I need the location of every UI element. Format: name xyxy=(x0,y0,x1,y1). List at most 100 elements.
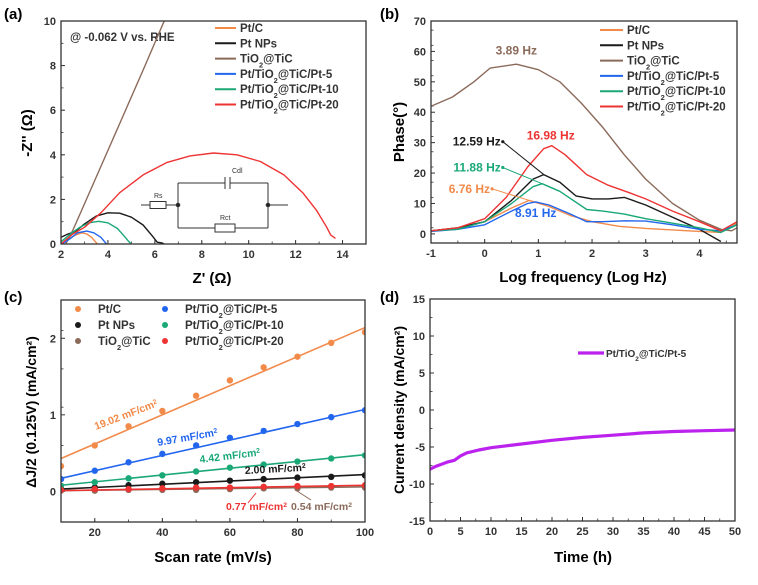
data-point-Pt20 xyxy=(294,482,301,490)
x-tick-label: 0 xyxy=(427,526,433,538)
data-point-Pt5 xyxy=(226,434,234,441)
legend-swatch xyxy=(162,322,168,328)
panel-a-nyquist: (a) @ -0.062 V vs. RHE 2 4 6 8 10 12 140246810… xyxy=(4,6,367,287)
series-line-Pt10 xyxy=(61,220,132,244)
y-tick-label: 40 xyxy=(414,107,426,119)
series-line-PtNPs xyxy=(431,173,722,243)
x-tick-label: 4 xyxy=(696,248,703,260)
annotation-arrowhead xyxy=(501,165,505,170)
legend-label: Pt/C xyxy=(240,23,263,35)
x-tick-label: 20 xyxy=(546,526,558,538)
x-tick-label: 2 xyxy=(589,248,595,260)
circuit-label-cdl: Cdl xyxy=(232,168,243,175)
legend-swatch xyxy=(75,322,81,328)
y-tick-label: -15 xyxy=(409,516,425,528)
x-tick-label: 5 xyxy=(457,526,463,538)
y-tick-label: -5 xyxy=(415,442,425,454)
legend-label: Pt/TiO2@TiC/Pt-10 xyxy=(185,320,284,336)
x-tick-label: 40 xyxy=(668,526,680,538)
x-tick-label: 30 xyxy=(607,526,619,538)
data-point-Pt20 xyxy=(226,484,234,491)
fit-line-Pt5 xyxy=(61,408,365,480)
annotation-arrowhead xyxy=(501,140,505,144)
x-tick-label: 4 xyxy=(105,249,112,261)
x-tick-label: 1 xyxy=(535,248,541,260)
data-point-Pt10 xyxy=(226,464,234,471)
x-tick-label: 10 xyxy=(485,526,497,538)
legend-label: Pt/TiO2@TiC/Pt-5 xyxy=(606,349,687,363)
y-tick-label: 20 xyxy=(414,168,426,180)
data-point-Pt10 xyxy=(91,478,98,486)
legend-label: TiO2@TiC xyxy=(98,336,151,352)
panel-c-label: (c) xyxy=(4,289,22,306)
panel-d-stability: (d) 0 5 10 15 20 25 30 35 40 45 50 -15 -10 -5 0 5 10 15 P… xyxy=(380,289,741,566)
data-point-Pt20 xyxy=(61,486,65,494)
data-point-PtC xyxy=(328,339,335,347)
legend-label: TiO2@TiC xyxy=(627,56,680,72)
capacitance-label: 0.77 mF/cm2 xyxy=(226,501,287,513)
data-point-Pt10 xyxy=(328,455,335,462)
panel-b-xlabel: Log frequency (Log Hz) xyxy=(499,269,667,286)
data-point-Pt20 xyxy=(192,484,200,491)
x-tick-label: -1 xyxy=(426,248,436,260)
data-point-PtNPs xyxy=(159,480,166,487)
panel-b-ylabel: Phase(°) xyxy=(391,102,408,162)
data-point-PtC xyxy=(192,392,200,399)
data-point-Pt5 xyxy=(192,442,200,449)
data-point-PtC xyxy=(159,407,166,415)
y-tick-label: 60 xyxy=(414,46,426,58)
y-tick-label: 10 xyxy=(414,198,426,210)
annotation-arrow xyxy=(247,492,257,504)
x-tick-label: 2 xyxy=(58,249,64,261)
series-line-Pt5 xyxy=(61,230,108,244)
legend-label: Pt/TiO2@TiC/Pt-5 xyxy=(240,69,333,85)
legend-label: Pt/C xyxy=(98,304,121,316)
data-point-Pt5 xyxy=(328,413,335,421)
x-tick-label: 15 xyxy=(515,526,527,538)
data-point-Pt10 xyxy=(260,461,267,468)
data-point-Pt20 xyxy=(260,483,267,490)
legend-label: Pt/TiO2@TiC/Pt-20 xyxy=(185,336,284,352)
data-point-PtNPs xyxy=(294,474,301,481)
data-point-Pt5 xyxy=(294,420,301,428)
legend-swatch xyxy=(75,306,81,312)
panel-a-label: (a) xyxy=(4,6,22,23)
data-point-Pt20 xyxy=(91,485,98,493)
data-point-PtC xyxy=(125,423,132,430)
fit-line-PtC xyxy=(61,326,365,460)
panel-a-ylabel: -Z'' (Ω) xyxy=(19,109,36,156)
legend-swatch xyxy=(162,338,168,344)
circuit-label-rct: Rct xyxy=(220,215,231,222)
y-tick-label: 10 xyxy=(413,331,425,343)
y-tick-label: 70 xyxy=(414,16,426,28)
data-point-PtC xyxy=(61,462,65,470)
panel-d-xlabel: Time (h) xyxy=(554,549,612,566)
panel-d-label: (d) xyxy=(380,289,399,306)
x-tick-label: 10 xyxy=(243,249,255,261)
x-tick-label: 12 xyxy=(289,249,301,261)
data-point-Pt10 xyxy=(192,468,200,475)
fit-line-Pt10 xyxy=(61,453,365,487)
data-point-Pt10 xyxy=(159,472,166,479)
x-tick-label: 0 xyxy=(482,248,488,260)
x-tick-label: 14 xyxy=(336,249,349,261)
data-point-PtC xyxy=(294,353,301,360)
legend-label: Pt/TiO2@TiC/Pt-20 xyxy=(627,102,726,118)
panel-d-ylabel: Current density (mA/cm²) xyxy=(391,326,407,494)
data-point-Pt20 xyxy=(328,482,335,490)
series-line-Pt20 xyxy=(431,145,737,232)
panel-a-potential-annotation: @ -0.062 V vs. RHE xyxy=(70,32,175,44)
panel-c-ylabel: ΔJ/2 (0.125V) (mA/cm²) xyxy=(23,336,39,488)
legend-label: Pt/TiO2@TiC/Pt-20 xyxy=(240,100,339,116)
peak-frequency-annotation: 16.98 Hz xyxy=(527,129,575,143)
capacitance-label: 2.00 mF/cm2 xyxy=(245,462,307,477)
panel-a-xlabel: Z' (Ω) xyxy=(193,270,232,287)
data-point-Pt5 xyxy=(260,427,267,435)
legend-label: Pt/C xyxy=(627,25,650,37)
data-point-PtC xyxy=(91,442,98,449)
legend-label: Pt/TiO2@TiC/Pt-5 xyxy=(185,304,278,320)
y-tick-label: 0 xyxy=(50,486,56,498)
y-tick-label: 4 xyxy=(50,150,57,162)
y-tick-label: 10 xyxy=(44,16,56,28)
